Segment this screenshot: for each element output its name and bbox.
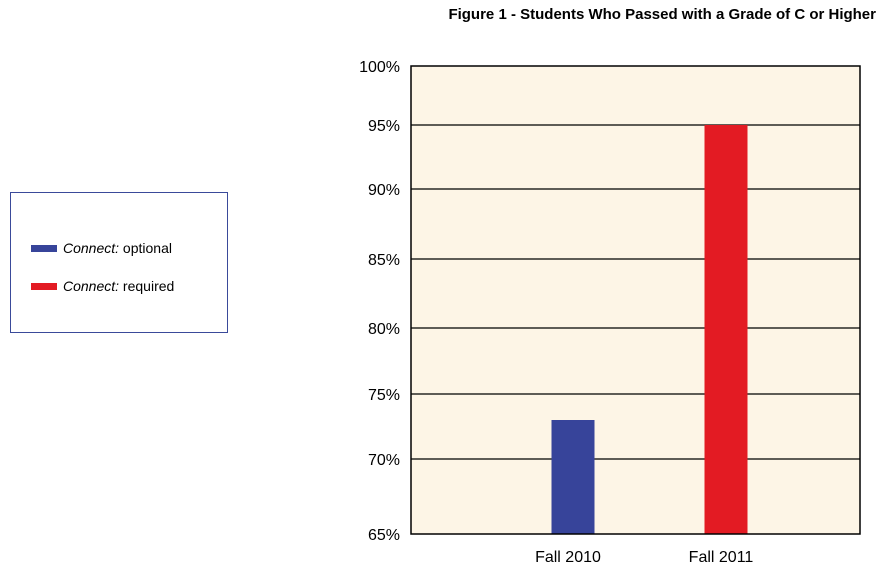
legend-item-required: Connect: required xyxy=(31,277,174,295)
y-tick-label: 95% xyxy=(368,118,400,135)
y-tick-label: 90% xyxy=(368,182,400,199)
plot-background xyxy=(411,66,860,534)
legend-label-em: Connect: xyxy=(63,278,120,294)
legend-swatch-optional xyxy=(31,244,57,252)
chart-title: Figure 1 - Students Who Passed with a Gr… xyxy=(448,6,876,23)
legend: Connect: optional Connect: required xyxy=(10,192,228,333)
y-tick-label: 70% xyxy=(368,452,400,469)
legend-label-rest: optional xyxy=(119,240,172,256)
y-tick-label: 75% xyxy=(368,387,400,404)
plot-border xyxy=(410,65,861,535)
y-tick-label: 100% xyxy=(359,59,400,76)
bar xyxy=(704,125,748,534)
bar xyxy=(551,420,595,534)
x-tick-label: Fall 2010 xyxy=(535,549,601,566)
legend-label-rest: required xyxy=(119,278,175,294)
y-tick-label: 65% xyxy=(368,527,400,544)
legend-item-optional: Connect: optional xyxy=(31,239,172,257)
legend-label-em: Connect: xyxy=(63,240,120,256)
y-tick-label: 85% xyxy=(368,252,400,269)
legend-swatch-required xyxy=(31,282,57,290)
y-tick-label: 80% xyxy=(368,321,400,338)
x-tick-label: Fall 2011 xyxy=(689,549,754,566)
